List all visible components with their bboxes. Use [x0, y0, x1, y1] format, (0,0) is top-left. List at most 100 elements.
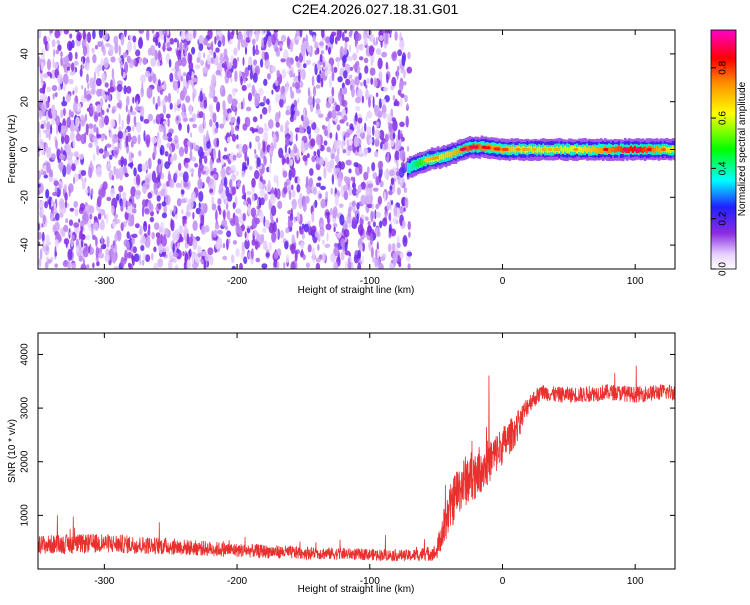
heatmap-noise-cell — [301, 68, 306, 80]
snr-series — [38, 365, 675, 562]
heatmap-noise-cell — [241, 85, 247, 91]
heatmap-noise-cell — [204, 156, 208, 164]
heatmap-noise-cell — [120, 204, 124, 212]
heatmap-noise-cell — [80, 170, 87, 176]
heatmap-noise-cell — [46, 149, 52, 159]
heatmap-noise-cell — [198, 191, 204, 202]
heatmap-noise-cell — [128, 263, 133, 269]
heatmap-noise-cell — [174, 37, 178, 43]
heatmap-noise-cell — [73, 60, 79, 66]
heatmap-signal-cell — [454, 149, 458, 156]
heatmap-noise-cell — [62, 82, 66, 92]
heatmap-noise-cell — [315, 84, 321, 89]
heatmap-y-label: Frequency (Hz) — [7, 115, 18, 184]
heatmap-noise-cell — [355, 112, 358, 122]
heatmap-noise-cell — [332, 209, 337, 221]
heatmap-noise-cell — [81, 179, 86, 190]
heatmap-noise-cell — [202, 66, 209, 75]
heatmap-noise-cell — [245, 106, 252, 112]
heatmap-noise-cell — [251, 84, 256, 96]
heatmap-noise-cell — [336, 148, 340, 156]
heatmap-noise-cell — [78, 218, 81, 223]
heatmap-noise-cell — [383, 191, 386, 203]
heatmap-noise-cell — [230, 219, 236, 227]
heatmap-noise-cell — [157, 95, 161, 107]
heatmap-noise-cell — [259, 187, 265, 197]
heatmap-noise-cell — [218, 207, 222, 215]
heatmap-noise-cell — [226, 238, 229, 251]
heatmap-noise-cell — [118, 44, 121, 56]
heatmap-noise-cell — [173, 252, 179, 258]
heatmap-noise-cell — [160, 188, 166, 197]
heatmap-noise-cell — [249, 127, 255, 132]
heatmap-noise-cell — [333, 139, 338, 150]
heatmap-noise-cell — [102, 243, 107, 249]
heatmap-noise-cell — [222, 154, 228, 160]
heatmap-signal-cell — [594, 146, 597, 153]
heatmap-noise-cell — [141, 259, 145, 266]
heatmap-noise-cell — [365, 84, 368, 89]
heatmap-noise-cell — [380, 141, 383, 150]
heatmap-noise-cell — [268, 103, 271, 114]
heatmap-noise-cell — [227, 93, 233, 105]
heatmap-noise-cell — [388, 169, 395, 177]
heatmap-noise-cell — [363, 57, 369, 64]
heatmap-noise-cell — [39, 110, 42, 120]
heatmap-noise-cell — [341, 140, 344, 151]
heatmap-noise-cell — [391, 243, 396, 252]
heatmap-noise-cell — [347, 206, 352, 218]
heatmap-noise-cell — [54, 246, 57, 257]
heatmap-noise-cell — [75, 133, 82, 142]
heatmap-signal-cell — [444, 152, 448, 158]
heatmap-noise-cell — [257, 141, 261, 151]
heatmap-signal-cell — [590, 147, 593, 154]
heatmap-noise-cell — [124, 211, 129, 221]
heatmap-noise-cell — [369, 137, 373, 144]
heatmap-noise-cell — [101, 89, 105, 99]
heatmap-noise-cell — [392, 132, 396, 139]
heatmap-noise-cell — [116, 89, 121, 102]
heatmap-signal-cell — [627, 147, 631, 153]
heatmap-noise-cell — [188, 236, 194, 247]
heatmap-noise-cell — [387, 134, 390, 140]
heatmap-noise-cell — [123, 85, 127, 95]
heatmap-noise-cell — [148, 75, 153, 83]
heatmap-noise-cell — [299, 128, 305, 134]
heatmap-noise-cell — [280, 58, 286, 63]
heatmap-noise-cell — [92, 136, 98, 142]
heatmap-noise-cell — [242, 97, 245, 110]
heatmap-noise-cell — [264, 193, 268, 202]
heatmap-noise-cell — [352, 52, 358, 61]
heatmap-noise-cell — [183, 117, 188, 122]
heatmap-noise-cell — [378, 98, 382, 109]
heatmap-noise-cell — [406, 102, 409, 109]
heatmap-noise-cell — [55, 115, 61, 126]
heatmap-noise-cell — [273, 30, 279, 33]
heatmap-noise-cell — [315, 109, 322, 115]
heatmap-noise-cell — [64, 134, 70, 145]
heatmap-noise-cell — [192, 142, 197, 149]
heatmap-noise-cell — [271, 231, 277, 243]
heatmap-noise-cell — [122, 191, 127, 199]
heatmap-noise-cell — [182, 72, 187, 77]
heatmap-noise-cell — [308, 177, 314, 188]
heatmap-noise-cell — [231, 265, 236, 269]
heatmap-noise-cell — [96, 166, 103, 178]
heatmap-noise-cell — [196, 57, 201, 64]
heatmap-noise-cell — [364, 65, 369, 74]
heatmap-noise-cell — [368, 33, 375, 43]
heatmap-noise-cell — [140, 235, 146, 245]
heatmap-signal-cell — [641, 147, 645, 154]
heatmap-noise-cell — [49, 73, 53, 79]
heatmap-signal-cell — [653, 147, 657, 153]
heatmap-signal-peak — [660, 147, 667, 152]
heatmap-noise-cell — [167, 118, 170, 127]
heatmap-noise-cell — [289, 213, 294, 222]
heatmap-noise-cell — [79, 68, 83, 77]
heatmap-noise-cell — [237, 32, 243, 43]
heatmap-noise-cell — [126, 55, 131, 63]
heatmap-noise-cell — [135, 121, 142, 133]
heatmap-noise-cell — [406, 145, 410, 152]
heatmap-noise-cell — [158, 243, 164, 254]
heatmap-noise-cell — [88, 133, 94, 138]
